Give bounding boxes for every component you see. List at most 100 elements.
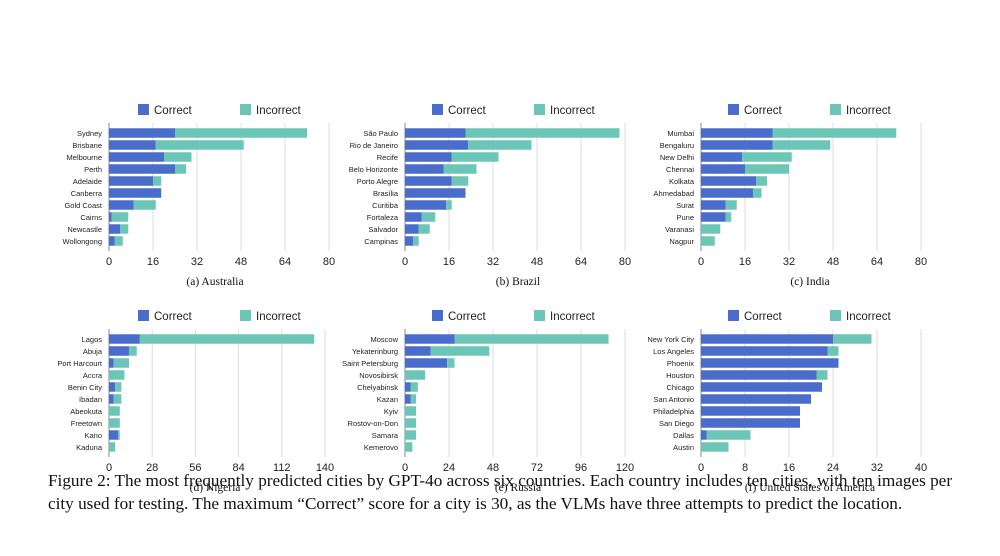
bar-correct	[109, 382, 116, 392]
bar-incorrect	[113, 358, 130, 368]
bar-incorrect	[701, 442, 729, 452]
category-label: Porto Alegre	[357, 177, 398, 186]
bar-correct	[405, 224, 419, 234]
bar-correct	[701, 152, 743, 162]
category-label: Surat	[676, 201, 695, 210]
x-tick-label: 64	[871, 256, 883, 268]
legend-swatch-correct	[432, 104, 443, 115]
x-tick-label: 48	[531, 256, 543, 268]
bar-incorrect	[120, 224, 129, 234]
x-tick-label: 16	[147, 256, 159, 268]
bar-incorrect	[129, 346, 137, 356]
x-tick-label: 64	[279, 256, 291, 268]
category-label: Perth	[84, 165, 102, 174]
bar-correct	[701, 212, 726, 222]
category-label: Kaduna	[76, 443, 103, 452]
category-label: Canberra	[71, 189, 103, 198]
legend-swatch-correct	[138, 104, 149, 115]
category-label: Ibadan	[79, 395, 102, 404]
legend-label-incorrect: Incorrect	[550, 311, 596, 323]
bar-correct	[405, 358, 448, 368]
legend-label-correct: Correct	[744, 105, 783, 117]
category-label: Chicago	[666, 383, 694, 392]
bar-correct	[405, 164, 444, 174]
bar-correct	[405, 188, 466, 198]
bar-incorrect	[745, 164, 789, 174]
category-label: Benin City	[68, 383, 102, 392]
legend-label-incorrect: Incorrect	[846, 105, 892, 117]
category-label: Rostov-on-Don	[348, 419, 398, 428]
legend-label-incorrect: Incorrect	[256, 311, 302, 323]
x-tick-label: 16	[783, 462, 795, 474]
category-label: Newcastle	[67, 225, 102, 234]
category-label: Phoenix	[667, 359, 694, 368]
legend-label-incorrect: Incorrect	[256, 105, 302, 117]
category-label: Pune	[676, 213, 694, 222]
bar-correct	[701, 128, 773, 138]
bar-correct	[701, 176, 756, 186]
bar-incorrect	[706, 430, 751, 440]
chart-panel-2: 0 16 32 48 64 80 São Paulo Rio de Janeiro Recife…	[349, 104, 631, 288]
bar-incorrect	[725, 200, 737, 210]
category-label: Campinas	[364, 237, 398, 246]
bar-incorrect	[410, 394, 416, 404]
x-tick-label: 48	[827, 256, 839, 268]
bar-incorrect	[109, 418, 120, 428]
category-label: San Diego	[659, 419, 694, 428]
category-label: Moscow	[370, 335, 398, 344]
x-tick-label: 80	[915, 256, 927, 268]
x-tick-label: 80	[619, 256, 631, 268]
category-label: Chelyabinsk	[357, 383, 398, 392]
category-label: Wollongong	[63, 237, 102, 246]
category-label: Adelaide	[73, 177, 102, 186]
bar-incorrect	[410, 382, 418, 392]
bar-incorrect	[447, 358, 455, 368]
category-label: Varanasi	[665, 225, 694, 234]
category-label: Fortaleza	[367, 213, 399, 222]
x-tick-label: 84	[232, 462, 244, 474]
x-tick-label: 32	[783, 256, 795, 268]
x-tick-label: 24	[827, 462, 839, 474]
category-label: Recife	[377, 153, 398, 162]
legend-swatch-incorrect	[830, 104, 841, 115]
bar-incorrect	[155, 140, 244, 150]
category-label: New Delhi	[660, 153, 695, 162]
bar-correct	[109, 176, 153, 186]
category-label: Nagpur	[669, 237, 694, 246]
bar-incorrect	[827, 346, 839, 356]
bar-incorrect	[446, 200, 452, 210]
bar-correct	[405, 152, 452, 162]
legend-label-incorrect: Incorrect	[550, 105, 596, 117]
bar-correct	[701, 188, 754, 198]
bar-incorrect	[164, 152, 192, 162]
category-label: Cairns	[80, 213, 102, 222]
bar-correct	[109, 164, 175, 174]
x-tick-label: 112	[273, 462, 291, 474]
bar-correct	[405, 382, 411, 392]
category-label: São Paulo	[363, 129, 398, 138]
legend-swatch-correct	[432, 310, 443, 321]
bar-incorrect	[114, 236, 123, 246]
x-tick-label: 0	[106, 256, 112, 268]
legend-label-correct: Correct	[448, 105, 487, 117]
category-label: New York City	[647, 335, 694, 344]
category-label: Salvador	[368, 225, 398, 234]
category-label: Belo Horizonte	[349, 165, 398, 174]
category-label: Brasília	[373, 189, 399, 198]
category-label: Samara	[372, 431, 399, 440]
bar-incorrect	[833, 334, 872, 344]
bar-incorrect	[405, 406, 416, 416]
x-tick-label: 0	[106, 462, 112, 474]
category-label: San Antonio	[654, 395, 694, 404]
bar-correct	[701, 382, 822, 392]
bar-correct	[109, 430, 119, 440]
chart-panel-6: 0 8 16 24 32 40 New York City Los Angeles Phoeni…	[647, 310, 927, 494]
legend-label-correct: Correct	[744, 311, 783, 323]
bar-incorrect	[109, 406, 120, 416]
legend-swatch-correct	[728, 104, 739, 115]
category-label: Saint Petersburg	[342, 359, 398, 368]
bar-incorrect	[118, 430, 120, 440]
bar-correct	[701, 164, 745, 174]
category-label: Lagos	[82, 335, 103, 344]
bar-correct	[109, 212, 112, 222]
